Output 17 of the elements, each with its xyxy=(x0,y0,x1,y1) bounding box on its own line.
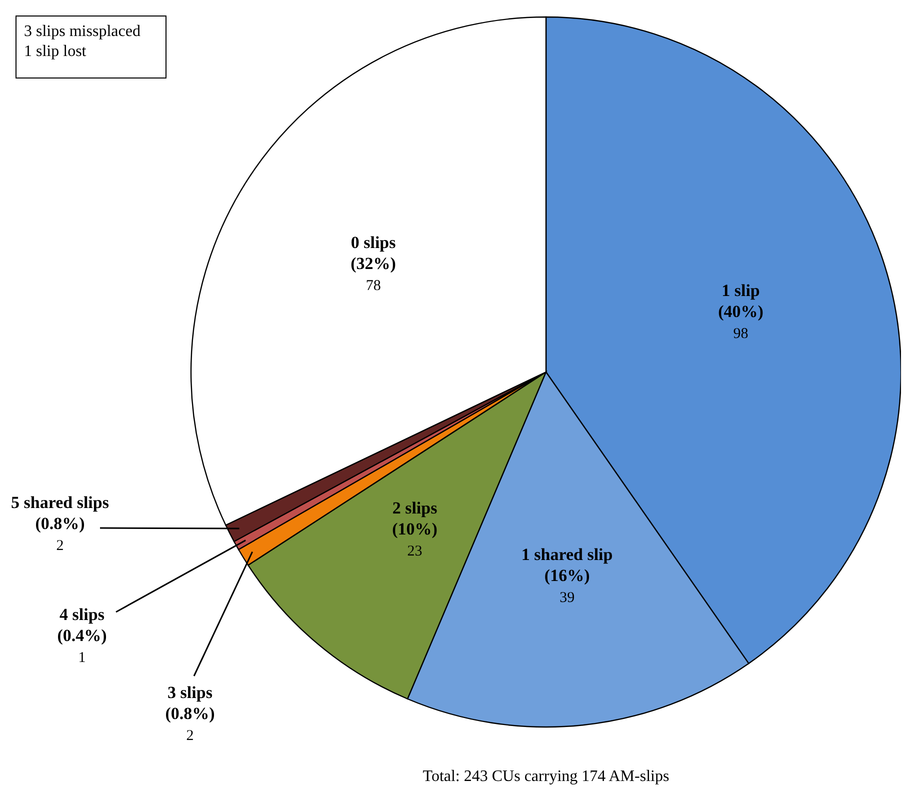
data-label: (0.8%) 2 xyxy=(35,514,85,554)
slice-label: 3 slips xyxy=(168,683,213,702)
data-label: (10%) 23 xyxy=(392,519,438,560)
slice-label: 0 slips xyxy=(350,233,396,252)
data-label: (40%) 98 xyxy=(718,302,764,342)
data-label: (32%) 78 xyxy=(350,254,396,294)
data-label: (0.4%) 1 xyxy=(57,626,107,666)
text: Total: 243 CUs carrying 174 AM-slips xyxy=(422,768,670,785)
slice-label: 2 slips xyxy=(392,498,438,518)
data-label: (0.8%) 2 xyxy=(165,704,215,744)
text: 3 slips missplaced xyxy=(24,23,140,40)
slice-label: 4 slips xyxy=(60,605,105,624)
slice-label: 1 shared slip xyxy=(521,545,613,564)
slice-label: 1 slip xyxy=(722,280,760,300)
slice-label: 5 shared slips xyxy=(11,493,110,512)
data-label: (16%) 39 xyxy=(544,566,590,606)
text: 1 slip lost xyxy=(24,43,87,60)
